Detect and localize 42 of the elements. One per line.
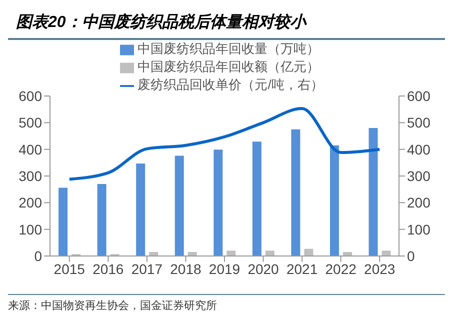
y2-tick-label: 200 bbox=[407, 194, 431, 211]
y2-tick-label: 100 bbox=[407, 221, 431, 238]
chart-title: 图表20：中国废纺织品税后体量相对较小 bbox=[8, 8, 445, 40]
bar bbox=[58, 188, 68, 256]
bar bbox=[382, 250, 391, 256]
legend-label: 中国废纺织品年回收量（万吨） bbox=[138, 41, 320, 56]
y2-tick-label: 600 bbox=[407, 88, 431, 104]
bar bbox=[330, 145, 339, 256]
y2-tick-label: 400 bbox=[407, 141, 431, 158]
bar bbox=[174, 156, 184, 256]
y-tick-label: 200 bbox=[18, 194, 42, 211]
x-tick-label: 2020 bbox=[248, 260, 280, 277]
x-tick-label: 2019 bbox=[208, 260, 240, 277]
bar bbox=[265, 250, 274, 256]
x-tick-label: 2018 bbox=[170, 260, 202, 277]
y-tick-label: 0 bbox=[34, 248, 42, 264]
bar bbox=[304, 248, 314, 256]
y-tick-label: 100 bbox=[18, 221, 42, 238]
legend-label: 废纺织品回收单价（元/吨，右） bbox=[138, 77, 324, 92]
bar bbox=[291, 129, 300, 256]
y-tick-label: 400 bbox=[18, 141, 42, 158]
legend-label: 中国废纺织品年回收额（亿元） bbox=[138, 59, 320, 74]
bar bbox=[136, 163, 146, 256]
source-note: 来源：中国物资再生协会，国金证券研究所 bbox=[8, 298, 218, 313]
x-tick-label: 2023 bbox=[364, 260, 396, 277]
y-tick-label: 600 bbox=[18, 88, 42, 104]
y2-tick-label: 500 bbox=[407, 114, 431, 131]
bar bbox=[252, 142, 262, 256]
y2-tick-label: 300 bbox=[407, 168, 431, 184]
x-tick-label: 2022 bbox=[325, 260, 357, 277]
x-tick-label: 2015 bbox=[54, 260, 86, 277]
bar bbox=[368, 128, 378, 256]
y-tick-label: 300 bbox=[18, 168, 42, 184]
bar bbox=[226, 250, 236, 256]
x-tick-label: 2016 bbox=[92, 260, 124, 277]
y-tick-label: 500 bbox=[18, 114, 42, 131]
x-tick-label: 2017 bbox=[131, 260, 163, 277]
x-tick-label: 2021 bbox=[286, 260, 318, 277]
bar bbox=[214, 150, 223, 256]
bar bbox=[97, 184, 106, 256]
y2-tick-label: 0 bbox=[407, 248, 415, 264]
line-series bbox=[68, 107, 382, 181]
